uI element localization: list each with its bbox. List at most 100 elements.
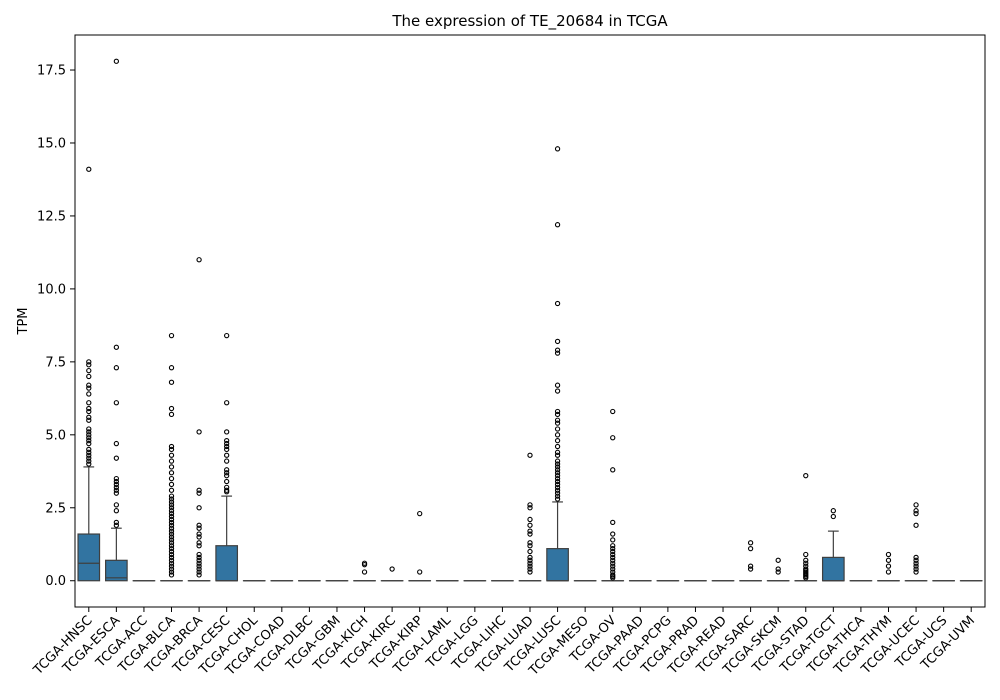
outlier-point	[168, 443, 175, 450]
outlier-point	[527, 452, 533, 458]
outlier-point	[527, 560, 533, 566]
box-group	[77, 166, 101, 582]
outlier-point	[361, 562, 368, 568]
outlier-point	[113, 484, 120, 490]
outlier-point	[554, 481, 561, 488]
box-group	[187, 257, 211, 582]
outlier-point	[224, 473, 230, 479]
outlier-point	[554, 487, 561, 493]
outlier-point	[885, 557, 892, 563]
outlier-point	[554, 475, 561, 482]
outlier-point	[554, 490, 561, 496]
box-group	[105, 58, 128, 582]
outlier-point	[86, 458, 92, 464]
outlier-point	[196, 569, 202, 575]
outlier-point	[224, 440, 230, 447]
outlier-point	[113, 522, 120, 528]
box-iqr	[546, 548, 569, 582]
outlier-point	[196, 487, 202, 493]
box-iqr	[821, 556, 845, 582]
outlier-point	[913, 557, 919, 563]
outlier-point	[610, 548, 616, 555]
outlier-point	[527, 543, 533, 549]
outlier-point	[527, 531, 533, 537]
outlier-point	[554, 420, 561, 426]
outlier-point	[196, 257, 202, 263]
outlier-point	[86, 461, 92, 467]
outlier-point	[86, 391, 92, 397]
outlier-point	[747, 563, 754, 569]
outlier-point	[196, 490, 202, 496]
outlier-point	[196, 572, 202, 578]
outlier-point	[610, 554, 616, 561]
outlier-point	[417, 510, 423, 517]
outlier-point	[86, 435, 92, 441]
outlier-point	[113, 478, 120, 485]
outlier-point	[196, 560, 202, 566]
outlier-point	[527, 557, 533, 563]
outlier-point	[168, 528, 175, 534]
outlier-point	[86, 417, 92, 423]
outlier-point	[554, 478, 561, 485]
outlier-point	[86, 429, 92, 435]
outlier-point	[168, 452, 175, 458]
box-group	[215, 332, 239, 582]
outlier-point	[913, 554, 919, 561]
outlier-point	[168, 458, 175, 464]
outlier-point	[554, 347, 561, 353]
outlier-point	[554, 350, 561, 356]
outlier-point	[224, 400, 230, 406]
outlier-point	[86, 414, 92, 420]
outlier-point	[554, 417, 561, 423]
outlier-point	[885, 569, 892, 575]
outlier-point	[196, 429, 202, 435]
outlier-point	[168, 540, 175, 546]
outlier-point	[527, 540, 533, 546]
outlier-point	[224, 458, 230, 464]
outlier-point	[86, 408, 92, 415]
outlier-point	[86, 166, 92, 172]
outlier-point	[830, 508, 836, 514]
outlier-point	[913, 522, 919, 528]
outlier-point	[913, 560, 919, 566]
outlier-point	[168, 551, 175, 558]
outlier-point	[113, 58, 120, 64]
outlier-point	[168, 557, 175, 563]
outlier-point	[913, 569, 919, 575]
outlier-point	[554, 484, 561, 490]
outlier-point	[803, 473, 809, 479]
outlier-point	[554, 411, 561, 418]
outlier-point	[610, 566, 616, 572]
outlier-point	[168, 537, 175, 543]
outlier-point	[86, 405, 92, 412]
outlier-point	[610, 519, 616, 526]
y-tick-label: 7.5	[45, 355, 66, 370]
outlier-point	[610, 545, 616, 552]
outlier-point	[554, 300, 561, 307]
outlier-point	[803, 560, 809, 566]
outlier-point	[113, 502, 120, 508]
outlier-point	[527, 563, 533, 569]
outlier-point	[168, 516, 175, 523]
outlier-point	[554, 473, 561, 479]
outlier-point	[113, 344, 120, 350]
outlier-point	[168, 560, 175, 566]
outlier-point	[417, 569, 423, 575]
outlier-point	[527, 548, 533, 555]
outlier-point	[86, 385, 92, 391]
outlier-point	[86, 438, 92, 444]
box-group	[766, 557, 790, 582]
outlier-point	[86, 373, 92, 380]
outlier-point	[196, 534, 202, 540]
outlier-point	[554, 382, 561, 388]
outlier-point	[168, 481, 175, 488]
outlier-point	[168, 379, 175, 385]
box-group	[877, 551, 900, 582]
outlier-point	[610, 408, 616, 415]
outlier-point	[610, 531, 616, 537]
outlier-point	[168, 510, 175, 517]
outlier-point	[527, 569, 533, 575]
y-tick-label: 15.0	[37, 136, 66, 151]
outlier-point	[527, 505, 533, 511]
outlier-point	[913, 510, 919, 517]
